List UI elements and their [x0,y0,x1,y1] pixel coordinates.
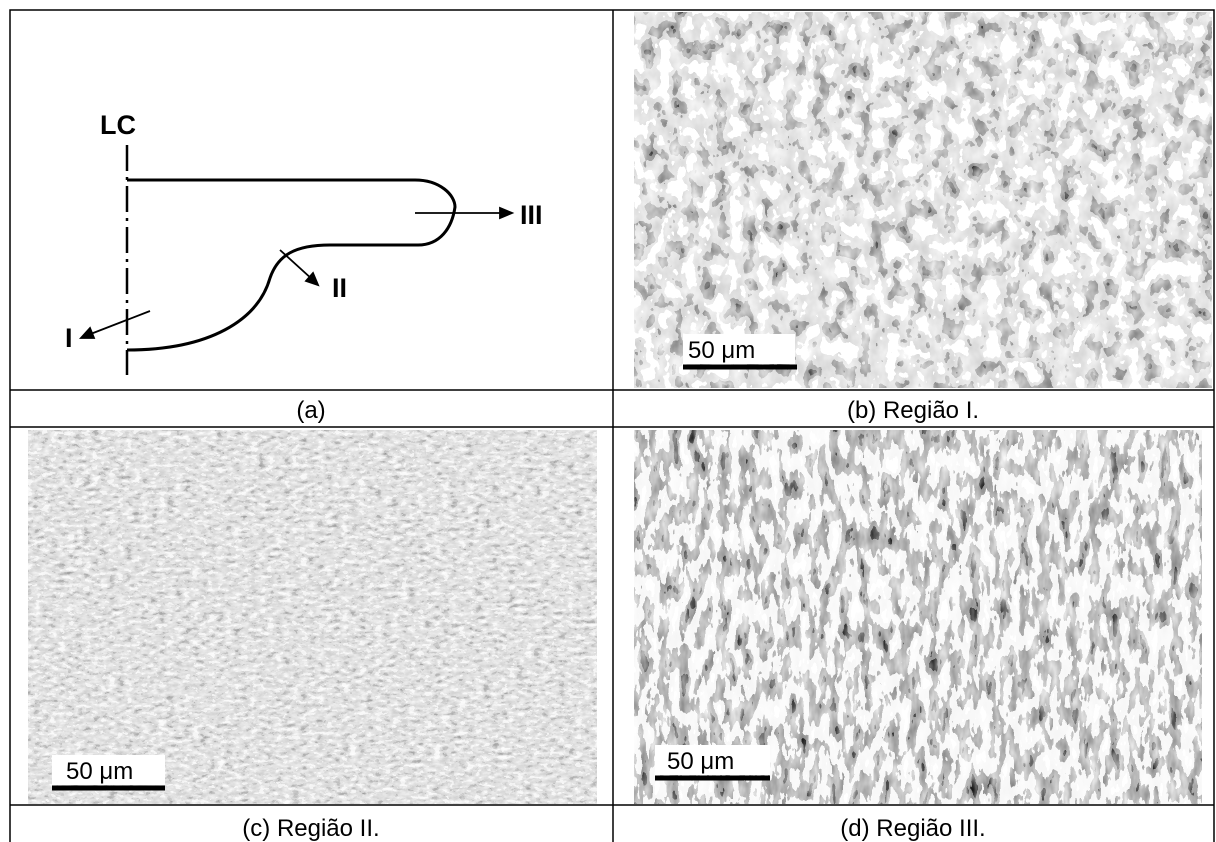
micrograph [634,12,1212,388]
scale-label: 50 μm [667,748,734,775]
region-label: I [65,323,73,353]
scale-label: 50 μm [66,758,133,785]
caption: (a) [296,397,325,424]
caption: (d) Região III. [840,815,985,842]
scale-label: 50 μm [688,337,755,364]
scale-bar: 50 μm [683,334,797,370]
region-label: III [520,200,543,230]
diagram: LC I II III [65,110,543,375]
micrograph [634,430,1202,804]
caption: (c) Região II. [242,815,379,842]
table-grid [9,9,1215,842]
micrograph [28,430,597,804]
region-label: II [332,273,347,303]
scale-bar: 50 μm [655,745,770,781]
caption: (b) Região I. [847,397,979,424]
outline [126,178,457,352]
scale-bar: 50 μm [52,755,165,791]
centerline-label: LC [100,110,136,140]
